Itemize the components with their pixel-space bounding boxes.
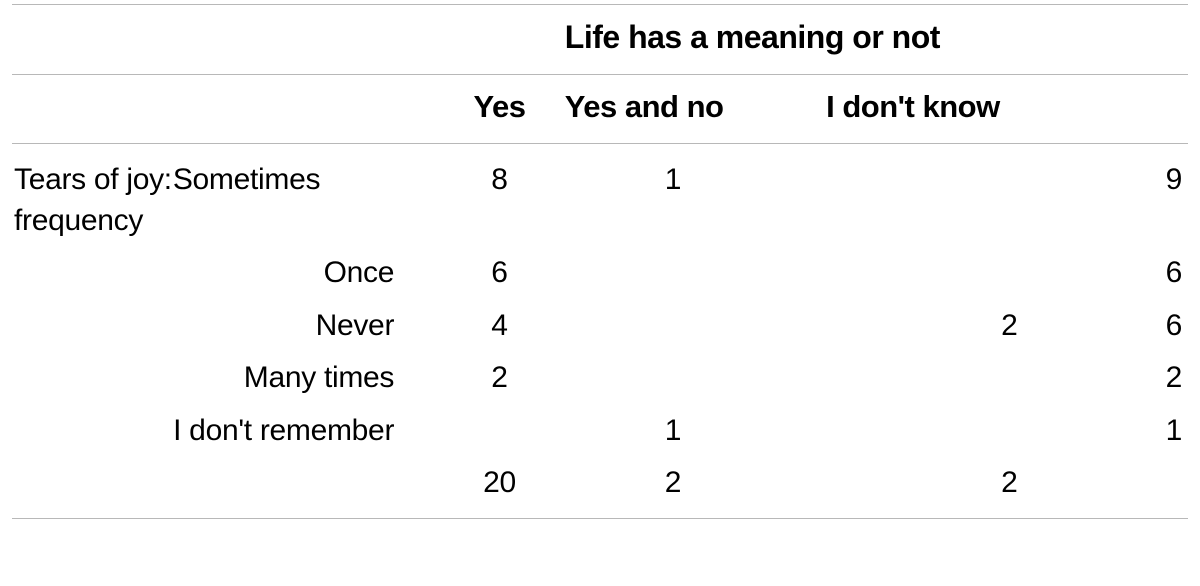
total-yes: 20 bbox=[434, 457, 565, 518]
cell-yesno bbox=[565, 300, 826, 353]
col-yesno-header: Yes and no bbox=[565, 75, 826, 144]
cell-total: 6 bbox=[1067, 247, 1188, 300]
row-label: Never bbox=[173, 300, 434, 353]
total-yesno: 2 bbox=[565, 457, 826, 518]
cell-yes: 6 bbox=[434, 247, 565, 300]
cell-yesno: 1 bbox=[565, 405, 826, 458]
cell-idk bbox=[826, 405, 1067, 458]
cell-idk bbox=[826, 352, 1067, 405]
header-row-span: Life has a meaning or not bbox=[12, 5, 1188, 75]
crosstab-table: Life has a meaning or not Yes Yes and no… bbox=[0, 0, 1200, 519]
cell-total: 6 bbox=[1067, 300, 1188, 353]
cell-idk bbox=[826, 144, 1067, 248]
cell-yes: 4 bbox=[434, 300, 565, 353]
cell-yes: 2 bbox=[434, 352, 565, 405]
row-label: Many times bbox=[173, 352, 434, 405]
cell-yesno bbox=[565, 247, 826, 300]
header-row-cols: Yes Yes and no I don't know bbox=[12, 75, 1188, 144]
row-label: I don't remember bbox=[173, 405, 434, 458]
table-row: Many times 2 2 bbox=[12, 352, 1188, 405]
cell-idk: 2 bbox=[826, 300, 1067, 353]
cell-yes bbox=[434, 405, 565, 458]
total-total bbox=[1067, 457, 1188, 518]
row-label: Sometimes bbox=[173, 144, 434, 248]
cell-yes: 8 bbox=[434, 144, 565, 248]
cell-yesno bbox=[565, 352, 826, 405]
table: Life has a meaning or not Yes Yes and no… bbox=[12, 4, 1188, 519]
table-row: Once 6 6 bbox=[12, 247, 1188, 300]
total-idk: 2 bbox=[826, 457, 1067, 518]
row-label: Once bbox=[173, 247, 434, 300]
table-row: Tears of joy: frequency Sometimes 8 1 9 bbox=[12, 144, 1188, 248]
col-idk-header: I don't know bbox=[826, 75, 1067, 144]
cell-yesno: 1 bbox=[565, 144, 826, 248]
totals-row: 20 2 2 bbox=[12, 457, 1188, 518]
spanning-header: Life has a meaning or not bbox=[565, 5, 1068, 75]
stub-label: Tears of joy: frequency bbox=[12, 144, 173, 248]
cell-idk bbox=[826, 247, 1067, 300]
cell-total: 9 bbox=[1067, 144, 1188, 248]
table-row: Never 4 2 6 bbox=[12, 300, 1188, 353]
table-row: I don't remember 1 1 bbox=[12, 405, 1188, 458]
cell-total: 2 bbox=[1067, 352, 1188, 405]
col-yes-header: Yes bbox=[434, 75, 565, 144]
cell-total: 1 bbox=[1067, 405, 1188, 458]
